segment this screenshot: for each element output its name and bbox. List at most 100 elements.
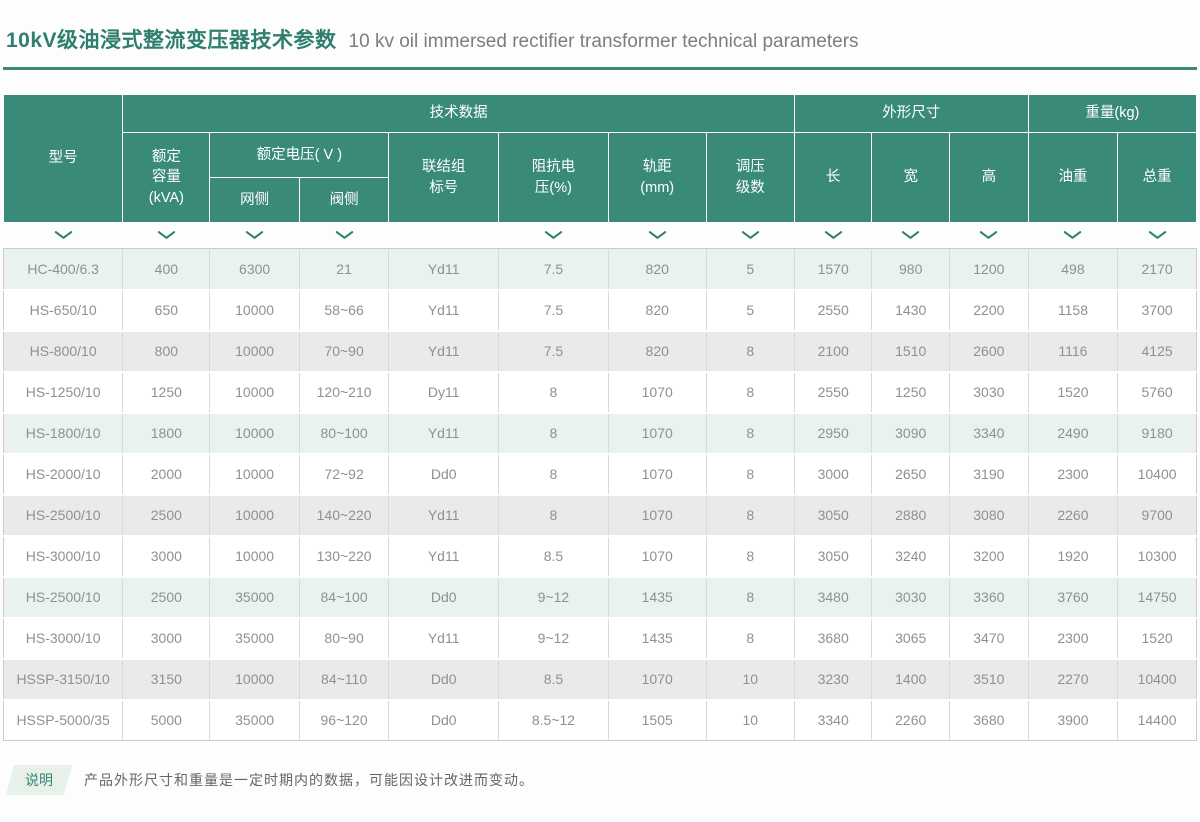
table-row: HSSP-5000/35 5000 35000 96~120 Dd0 8.5~12 1505…: [2, 699, 1197, 741]
column-header-oil-weight: 油重: [1027, 132, 1119, 223]
cell-oil-weight: 498: [1027, 248, 1119, 291]
column-header-total-weight: 总重: [1117, 132, 1197, 223]
cell-gauge: 1070: [607, 412, 707, 455]
cell-tap-steps: 8: [705, 494, 795, 537]
cell-grid-side: 10000: [209, 494, 300, 537]
cell-capacity: 1800: [122, 412, 211, 455]
cell-tap-steps: 8: [705, 617, 795, 660]
chevron-down-icon[interactable]: [299, 223, 388, 249]
table-row: HSSP-3150/10 3150 10000 84~110 Dd0 8.5 1070 10 3…: [2, 658, 1197, 701]
cell-height: 3680: [948, 699, 1029, 741]
chevron-down-icon[interactable]: [608, 223, 706, 249]
column-header-capacity: 额定 容量 (kVA): [122, 132, 211, 223]
chevron-down-icon[interactable]: [872, 223, 950, 249]
cell-impedance: 8: [498, 494, 609, 537]
chevron-down-icon[interactable]: [794, 223, 872, 249]
cell-grid-side: 10000: [209, 535, 300, 578]
cell-valve-side: 21: [298, 248, 390, 291]
cell-width: 2260: [871, 699, 950, 741]
cell-gauge: 1435: [607, 576, 707, 619]
footer-note: 说明 产品外形尺寸和重量是一定时期内的数据，可能因设计改进而变动。: [5, 765, 1200, 795]
chevron-down-icon[interactable]: [123, 223, 210, 249]
cell-width: 1400: [871, 658, 950, 701]
cell-vector-group: Yd11: [388, 289, 500, 332]
cell-tap-steps: 8: [705, 453, 795, 496]
table-row: HS-2500/10 2500 10000 140~220 Yd11 8 1070 8 3050…: [2, 494, 1197, 537]
column-header-impedance: 阻抗电 压(%): [498, 132, 609, 223]
cell-model: HC-400/6.3: [2, 248, 124, 291]
cell-model: HS-3000/10: [2, 617, 124, 660]
cell-grid-side: 10000: [209, 412, 300, 455]
cell-oil-weight: 1520: [1027, 371, 1119, 414]
table-row: HS-1800/10 1800 10000 80~100 Yd11 8 1070 8 2950 3…: [2, 412, 1197, 455]
cell-gauge: 820: [607, 289, 707, 332]
cell-valve-side: 58~66: [298, 289, 390, 332]
chevron-down-icon[interactable]: [706, 223, 794, 249]
chevron-down-icon[interactable]: [1118, 223, 1197, 249]
chevron-down-icon[interactable]: [4, 223, 123, 249]
cell-vector-group: Dd0: [388, 699, 500, 741]
cell-impedance: 7.5: [498, 330, 609, 373]
chevron-down-icon[interactable]: [210, 223, 299, 249]
cell-length: 3000: [793, 453, 873, 496]
cell-capacity: 5000: [122, 699, 211, 741]
cell-oil-weight: 1158: [1027, 289, 1119, 332]
cell-capacity: 2500: [122, 576, 211, 619]
cell-length: 1570: [793, 248, 873, 291]
table-row: HS-2000/10 2000 10000 72~92 Dd0 8 1070 8 3000 265…: [2, 453, 1197, 496]
cell-grid-side: 35000: [209, 576, 300, 619]
cell-length: 3050: [793, 494, 873, 537]
table-row: HS-1250/10 1250 10000 120~210 Dy11 8 1070 8 2550…: [2, 371, 1197, 414]
cell-valve-side: 140~220: [298, 494, 390, 537]
column-header-gauge: 轨距 (mm): [607, 132, 707, 223]
cell-model: HSSP-3150/10: [2, 658, 124, 701]
cell-model: HS-1800/10: [2, 412, 124, 455]
cell-length: 3050: [793, 535, 873, 578]
cell-height: 3360: [948, 576, 1029, 619]
cell-height: 3510: [948, 658, 1029, 701]
title-divider: [3, 67, 1197, 70]
column-header-width: 宽: [871, 132, 950, 223]
cell-total-weight: 10400: [1117, 453, 1197, 496]
page-title: 10kV级油浸式整流变压器技术参数 10 kv oil immersed rect…: [0, 0, 1200, 54]
cell-impedance: 8: [498, 412, 609, 455]
cell-width: 1510: [871, 330, 950, 373]
cell-capacity: 3000: [122, 535, 211, 578]
cell-height: 3340: [948, 412, 1029, 455]
cell-tap-steps: 5: [705, 248, 795, 291]
parameters-table: 型号 技术数据 外形尺寸 重量(kg) 额定 容量 (kVA) 额定电压( V …: [2, 94, 1198, 741]
cell-vector-group: Yd11: [388, 330, 500, 373]
cell-valve-side: 80~100: [298, 412, 390, 455]
cell-impedance: 9~12: [498, 576, 609, 619]
chevron-down-icon[interactable]: [949, 223, 1028, 249]
cell-valve-side: 72~92: [298, 453, 390, 496]
column-header-height: 高: [948, 132, 1029, 223]
column-header-tap-steps: 调压 级数: [705, 132, 795, 223]
column-header-vector-group: 联结组 标号: [388, 132, 500, 223]
cell-impedance: 8.5: [498, 535, 609, 578]
chevron-down-icon[interactable]: [1028, 223, 1117, 249]
cell-oil-weight: 3760: [1027, 576, 1119, 619]
cell-width: 980: [871, 248, 950, 291]
cell-width: 3240: [871, 535, 950, 578]
cell-grid-side: 10000: [209, 658, 300, 701]
cell-oil-weight: 2300: [1027, 617, 1119, 660]
cell-impedance: 8: [498, 371, 609, 414]
cell-total-weight: 5760: [1117, 371, 1197, 414]
cell-oil-weight: 2270: [1027, 658, 1119, 701]
cell-tap-steps: 10: [705, 699, 795, 741]
cell-width: 3065: [871, 617, 950, 660]
table-header: 型号 技术数据 外形尺寸 重量(kg) 额定 容量 (kVA) 额定电压( V …: [2, 94, 1198, 223]
cell-total-weight: 10400: [1117, 658, 1197, 701]
cell-gauge: 1070: [607, 371, 707, 414]
cell-tap-steps: 8: [705, 576, 795, 619]
cell-capacity: 2500: [122, 494, 211, 537]
note-text: 产品外形尺寸和重量是一定时期内的数据，可能因设计改进而变动。: [84, 772, 534, 788]
cell-model: HS-1250/10: [2, 371, 124, 414]
cell-width: 1250: [871, 371, 950, 414]
chevron-down-icon[interactable]: [499, 223, 609, 249]
note-badge-label: 说明: [25, 772, 53, 788]
cell-gauge: 1070: [607, 535, 707, 578]
cell-tap-steps: 8: [705, 535, 795, 578]
cell-total-weight: 9700: [1117, 494, 1197, 537]
